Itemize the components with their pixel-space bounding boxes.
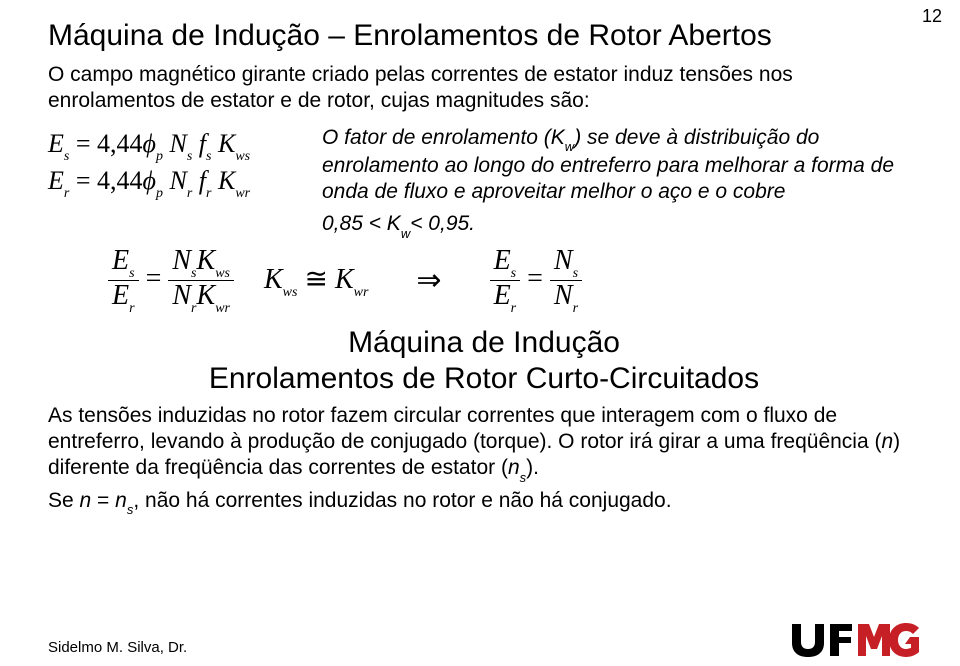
equation-column: Es = 4,44ϕp Ns fs Kws Er = 4,44ϕp Nr fr … [48,125,308,205]
closing-line-2: Se n = ns, não há correntes induzidas no… [48,488,920,516]
page-number: 12 [922,6,942,27]
implies-arrow: ⇒ [416,263,441,298]
k-approx: Kws ≅ Kwr [264,262,368,300]
ufmg-logo [790,618,920,658]
equation-er: Er = 4,44ϕp Nr fr Kwr [48,168,308,199]
intro-text: O campo magnético girante criado pelas c… [48,62,920,115]
ratio-simplified: Es Er = Ns Nr [490,246,583,315]
section-title-2: Máquina de Indução Enrolamentos de Rotor… [48,325,920,397]
closing-paragraph: As tensões induzidas no rotor fazem circ… [48,403,920,484]
author-name: Sidelmo M. Silva, Dr. [48,639,187,656]
page-title: Máquina de Indução – Enrolamentos de Rot… [48,18,920,54]
ratio-row: Es Er = NsKws NrKwr Kws ≅ Kwr ⇒ Es Er = … [48,246,920,315]
equation-es: Es = 4,44ϕp Ns fs Kws [48,131,308,162]
kw-description: O fator de enrolamento (Kw) se deve à di… [322,125,920,240]
